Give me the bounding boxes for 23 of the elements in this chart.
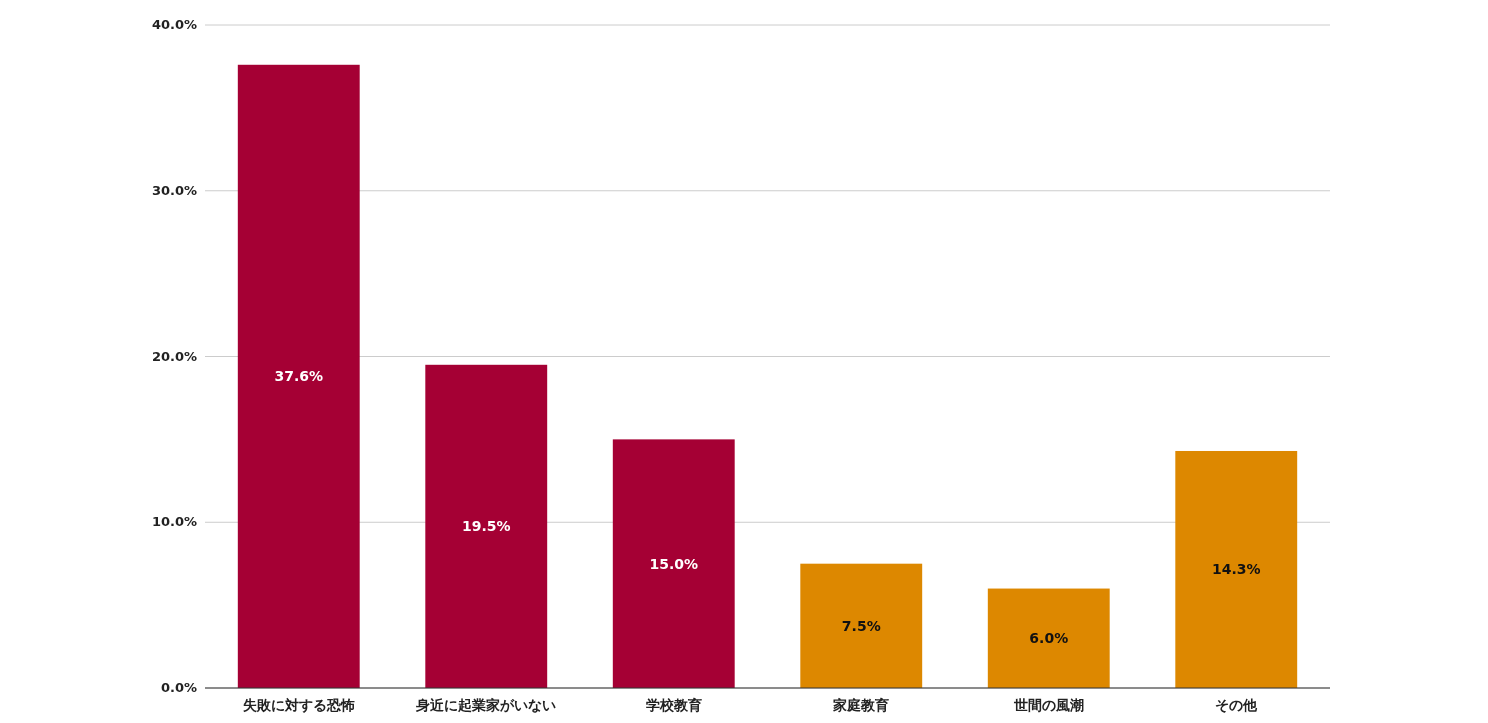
x-tick-label: 世間の風潮 — [1012, 697, 1084, 713]
y-tick-label: 0.0% — [160, 680, 197, 695]
y-tick-label: 40.0% — [151, 17, 197, 32]
bar — [987, 588, 1110, 688]
y-tick-label: 10.0% — [151, 514, 197, 530]
data-label: 19.5% — [461, 518, 511, 535]
data-label: 14.3% — [1211, 561, 1261, 578]
x-tick-label: 家庭教育 — [832, 697, 890, 713]
data-label: 15.0% — [649, 555, 699, 572]
bar — [425, 364, 548, 688]
x-tick-label: 学校教育 — [645, 697, 702, 713]
bar — [612, 439, 735, 688]
x-tick-label: 身近に起業家がいない — [415, 697, 557, 713]
data-label: 6.0% — [1029, 630, 1069, 647]
bar — [237, 64, 360, 688]
y-tick-label: 30.0% — [151, 182, 197, 198]
data-label: 37.6% — [274, 368, 324, 385]
y-tick-label: 20.0% — [151, 348, 197, 364]
x-tick-label: その他 — [1215, 697, 1259, 713]
bar — [800, 563, 923, 688]
x-tick-label: 失敗に対する恐怖 — [242, 697, 355, 713]
data-label: 7.5% — [841, 617, 881, 634]
bar — [1175, 450, 1298, 688]
